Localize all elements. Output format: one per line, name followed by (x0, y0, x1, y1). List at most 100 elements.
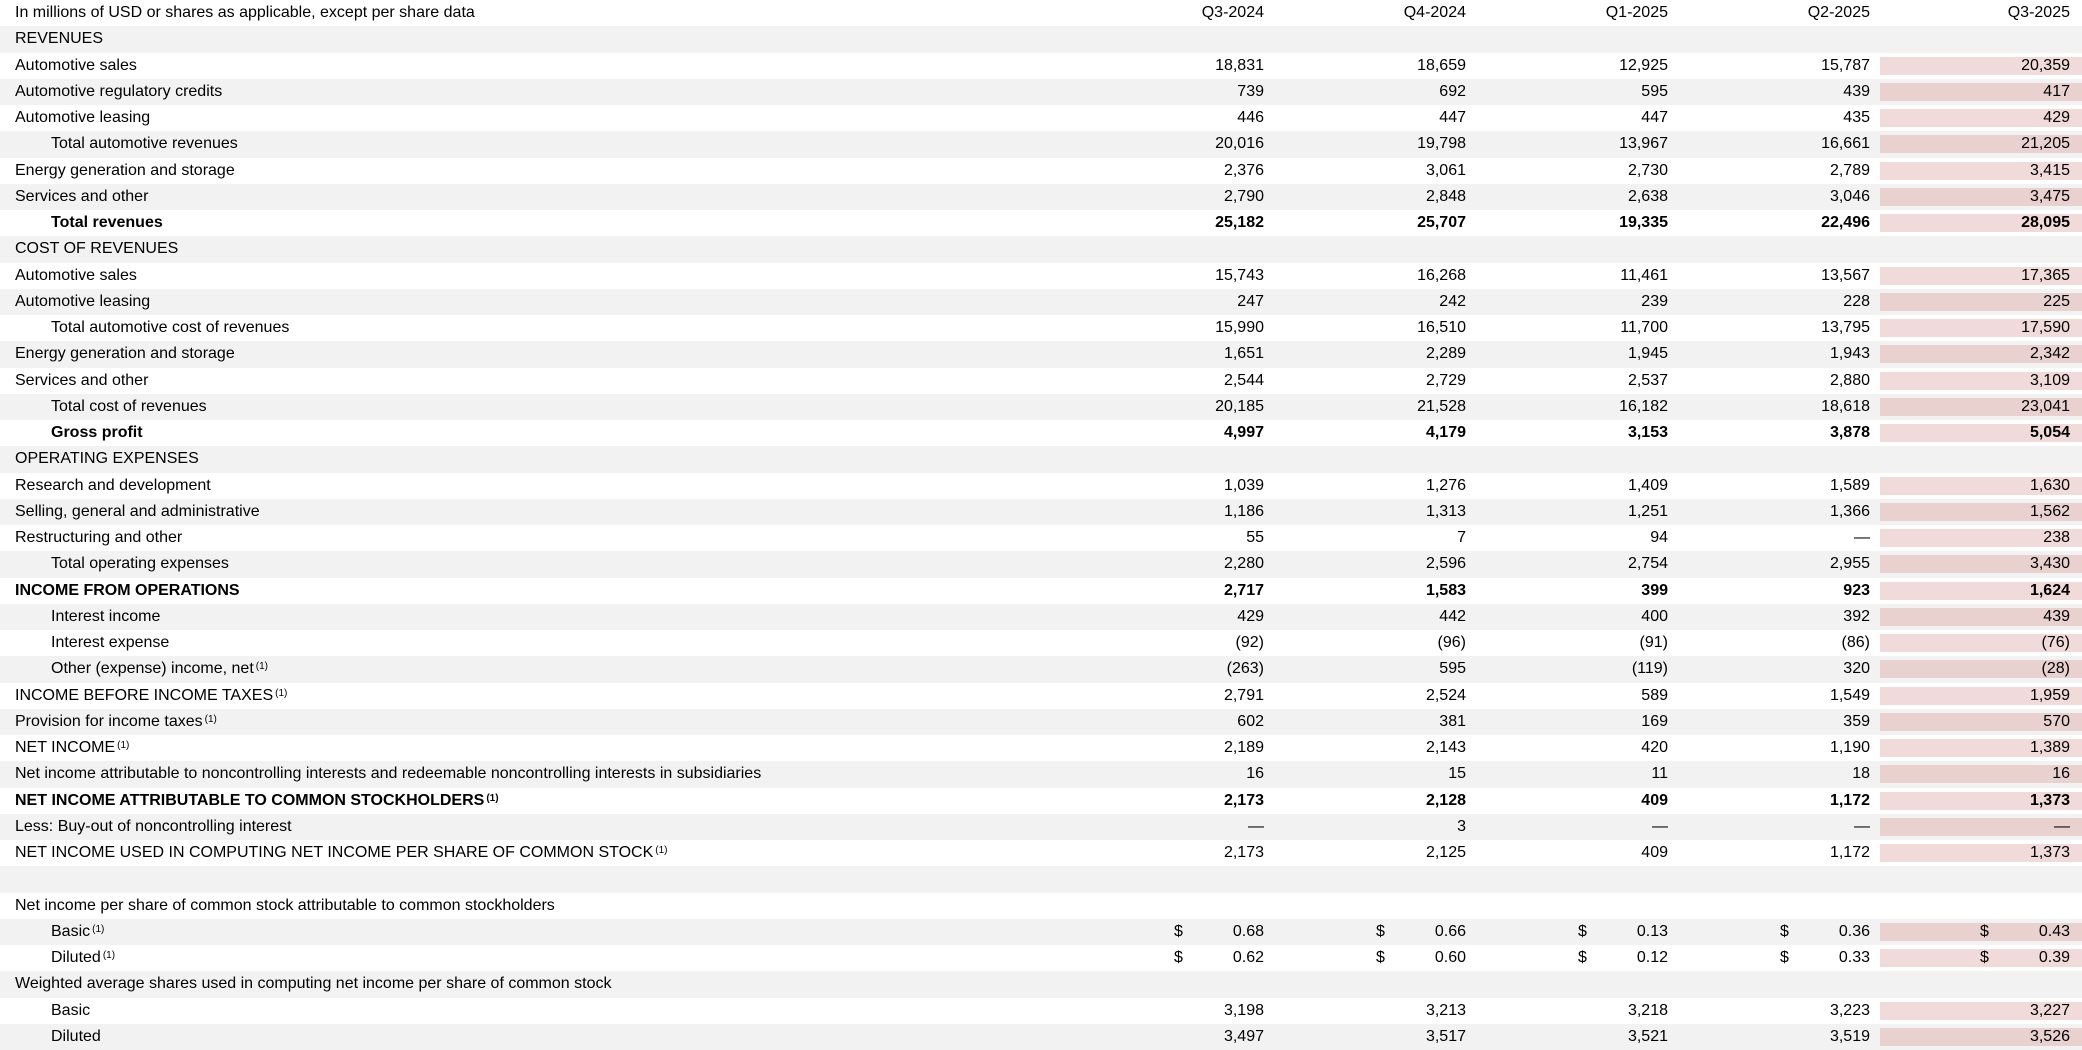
row-label: Automotive regulatory credits (15, 82, 223, 100)
value-cell: 20,016 (1215, 135, 1264, 153)
row-label: REVENUES (15, 30, 104, 48)
spacer-row (0, 866, 2082, 893)
value-cell: 15,787 (1821, 56, 1870, 74)
table-row: NET INCOME (1) 2,189 2,143 420 1,190 1,389 (0, 735, 2082, 761)
value-cell: 17,590 (1880, 319, 2082, 338)
value-cell: 1,630 (1880, 476, 2082, 495)
currency-symbol: $ (1174, 922, 1183, 940)
row-label: Basic (51, 1001, 91, 1019)
value-cell: 923 (1843, 581, 1870, 599)
value-cell: 2,717 (1223, 581, 1264, 599)
value-cell: 435 (1843, 109, 1870, 127)
row-label: Diluted (1) (51, 949, 116, 967)
value-cell: 239 (1641, 292, 1668, 310)
table-row: Other (expense) income, net (1) (263) 595 (1… (0, 656, 2082, 683)
footnote-marker: (1) (92, 923, 105, 935)
value-cell: 15,743 (1215, 266, 1264, 284)
table-row: Total automotive revenues 20,016 19,798 13,… (0, 131, 2082, 158)
value-cell: $0.62 (1174, 949, 1264, 967)
value-cell: 400 (1641, 607, 1668, 625)
value-cell: 5,054 (1880, 424, 2082, 443)
value-cell: 320 (1843, 660, 1870, 678)
value-cell: 447 (1641, 109, 1668, 127)
value-cell: 2,791 (1223, 686, 1264, 704)
value-cell: 169 (1641, 712, 1668, 730)
table-row: Interest income 429 442 400 392 439 (0, 603, 2082, 630)
value-cell: 12,925 (1619, 56, 1668, 74)
table-row: Services and other 2,544 2,729 2,537 2,880 3,… (0, 368, 2082, 394)
value-cell: 2,280 (1223, 555, 1264, 573)
value-cell: (76) (1880, 634, 2082, 653)
section-row: OPERATING EXPENSES (0, 446, 2082, 473)
row-label: Services and other (15, 187, 149, 205)
value-cell: 16 (1246, 765, 1264, 783)
table-row: Total revenues 25,182 25,707 19,335 22,496 28… (0, 210, 2082, 236)
value-cell: 3,521 (1627, 1027, 1668, 1045)
value-cell: (92) (1235, 634, 1264, 652)
value-cell: 19,798 (1417, 135, 1466, 153)
row-label: INCOME FROM OPERATIONS (15, 581, 240, 599)
value-cell: 1,190 (1829, 739, 1870, 757)
value-cell: 439 (1880, 607, 2082, 626)
row-label: NET INCOME ATTRIBUTABLE TO COMMON STOCKH… (15, 791, 499, 809)
row-label: Other (expense) income, net (1) (51, 660, 268, 678)
currency-symbol: $ (1980, 949, 1989, 967)
value-cell: 2,544 (1223, 371, 1264, 389)
row-label: Basic (1) (51, 922, 105, 940)
column-header-q4-2024: Q4-2024 (1403, 4, 1466, 22)
footnote-marker: (1) (204, 713, 217, 725)
table-row: Services and other 2,790 2,848 2,638 3,046 3,… (0, 183, 2082, 210)
value-cell: $0.60 (1376, 949, 1466, 967)
footnote-marker: (1) (102, 950, 116, 962)
value-cell: 23,041 (1880, 397, 2082, 416)
value-cell: 1,945 (1627, 345, 1668, 363)
value-cell: 2,524 (1425, 686, 1466, 704)
value-cell: 225 (1880, 292, 2082, 311)
row-label: Diluted (51, 1027, 101, 1045)
value-cell: — (1248, 817, 1264, 835)
table-row: Gross profit 4,997 4,179 3,153 3,878 5,054 (0, 420, 2082, 446)
row-label: COST OF REVENUES (15, 240, 179, 258)
currency-symbol: $ (1376, 949, 1385, 967)
row-label: Provision for income taxes (1) (15, 712, 217, 730)
value-cell: 1,186 (1223, 502, 1264, 520)
value-cell: 2,790 (1223, 187, 1264, 205)
value-cell: 3,227 (1880, 1001, 2082, 1020)
value-cell: 3,153 (1627, 424, 1668, 442)
value-cell: 1,172 (1829, 844, 1870, 862)
value-cell: 28,095 (1880, 214, 2082, 233)
value-cell: 359 (1843, 712, 1870, 730)
currency-symbol: $ (1780, 922, 1789, 940)
value-cell: 3,415 (1880, 161, 2082, 180)
value-cell: 2,143 (1425, 739, 1466, 757)
value-cell: — (1880, 817, 2082, 836)
value-cell: 439 (1843, 82, 1870, 100)
value-cell: 25,182 (1215, 214, 1264, 232)
value-cell: 3,475 (1880, 187, 2082, 206)
value-cell: 446 (1237, 109, 1264, 127)
table-caption: In millions of USD or shares as applicab… (15, 4, 475, 22)
table-row: Restructuring and other 55 7 94 — 238 (0, 525, 2082, 551)
value-cell: $0.12 (1578, 949, 1668, 967)
table-row: Automotive regulatory credits 739 692 595 43… (0, 78, 2082, 105)
row-label: Total automotive cost of revenues (51, 319, 290, 337)
value-cell: 11,461 (1620, 266, 1668, 284)
value-cell: 16,661 (1821, 135, 1870, 153)
value-cell: 21,528 (1417, 397, 1466, 415)
value-cell: — (1652, 817, 1668, 835)
header-row: In millions of USD or shares as applicab… (0, 0, 2082, 26)
row-label: Interest expense (51, 634, 170, 652)
value-cell: 3,519 (1829, 1027, 1870, 1045)
value-cell: 2,128 (1425, 791, 1466, 809)
footnote-marker: (1) (655, 845, 668, 857)
row-label: Gross profit (51, 424, 143, 442)
footnote-marker: (1) (275, 687, 288, 699)
value-cell: 1,373 (1880, 791, 2082, 810)
table-row: Weighted average shares used in computin… (0, 971, 2082, 998)
value-cell: 1,276 (1425, 476, 1466, 494)
table-row: Basic (1) $0.68 $0.66 $0.13 $0.36 $0.43 (0, 918, 2082, 945)
row-label: Automotive leasing (15, 292, 151, 310)
value-cell: 2,289 (1425, 345, 1466, 363)
value-cell: 3,061 (1425, 161, 1466, 179)
value-cell: 1,959 (1880, 686, 2082, 705)
